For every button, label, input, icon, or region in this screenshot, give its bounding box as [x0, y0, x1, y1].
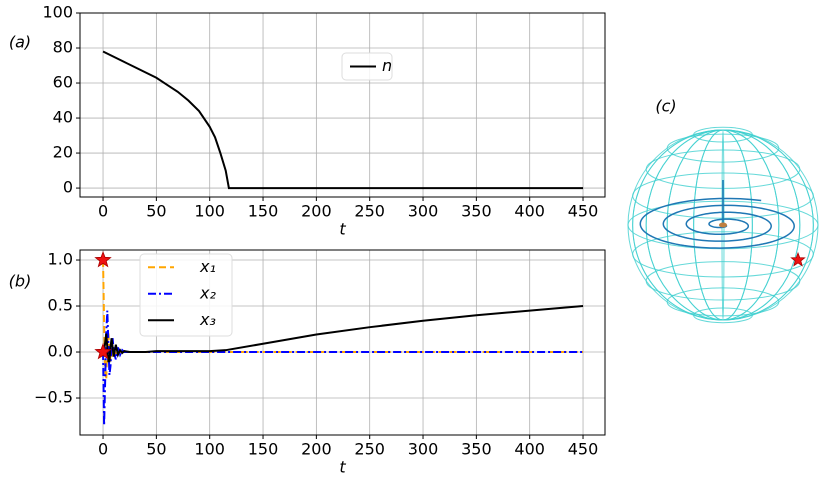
x-tick-label: 350	[461, 202, 492, 221]
sphere-meridian	[632, 129, 814, 321]
plot-frame	[79, 249, 606, 436]
x-tick-label: 50	[146, 202, 166, 221]
bloch-trajectory	[639, 197, 795, 249]
x-tick-label: 450	[568, 440, 599, 459]
panel-label: (a)	[9, 33, 31, 52]
y-tick-label: 0.0	[48, 342, 73, 361]
plot-frame	[79, 12, 606, 198]
x-tick-label: 150	[248, 202, 279, 221]
panel-label: (c)	[655, 97, 676, 116]
x-tick-label: 150	[248, 440, 279, 459]
x-tick-label: 250	[354, 202, 385, 221]
x-tick-label: 300	[408, 202, 439, 221]
y-tick-label: 0	[63, 178, 73, 197]
x-tick-label: 400	[514, 440, 545, 459]
x-tick-label: 200	[301, 440, 332, 459]
x-tick-label: 400	[514, 202, 545, 221]
star-marker	[94, 342, 112, 360]
y-tick-label: 60	[53, 73, 73, 92]
data-line	[102, 50, 584, 190]
y-tick-label: 100	[42, 3, 73, 22]
legend-label: x₃	[199, 310, 216, 329]
x-tick-label: 450	[568, 202, 599, 221]
sphere-latitude	[632, 231, 814, 278]
legend-box	[139, 253, 233, 337]
y-tick-label: 40	[53, 108, 73, 127]
legend-label: x₂	[199, 283, 216, 302]
x-tick-label: 300	[408, 440, 439, 459]
x-axis-label: t	[339, 458, 346, 477]
star-marker	[94, 250, 112, 268]
x-tick-label: 200	[301, 202, 332, 221]
y-tick-label: −0.5	[34, 388, 73, 407]
legend-label: x₁	[199, 257, 216, 276]
y-tick-label: 1.0	[48, 250, 73, 269]
bloch-start	[790, 251, 806, 267]
sphere-latitude	[645, 261, 801, 301]
y-tick-label: 80	[53, 38, 73, 57]
panel-label: (b)	[9, 272, 32, 291]
bloch-sphere	[627, 126, 819, 324]
x-tick-label: 0	[98, 440, 108, 459]
x-tick-label: 250	[354, 440, 385, 459]
x-tick-label: 0	[98, 202, 108, 221]
x-tick-label: 350	[461, 440, 492, 459]
legend-label: n	[382, 56, 392, 75]
bloch-center	[719, 222, 727, 228]
data-line	[102, 310, 584, 426]
x-axis-label: t	[339, 220, 346, 239]
data-line	[102, 305, 584, 363]
x-tick-label: 50	[146, 440, 166, 459]
y-tick-label: 0.5	[48, 296, 73, 315]
x-tick-label: 100	[194, 202, 225, 221]
x-tick-label: 100	[194, 440, 225, 459]
y-tick-label: 20	[53, 143, 73, 162]
